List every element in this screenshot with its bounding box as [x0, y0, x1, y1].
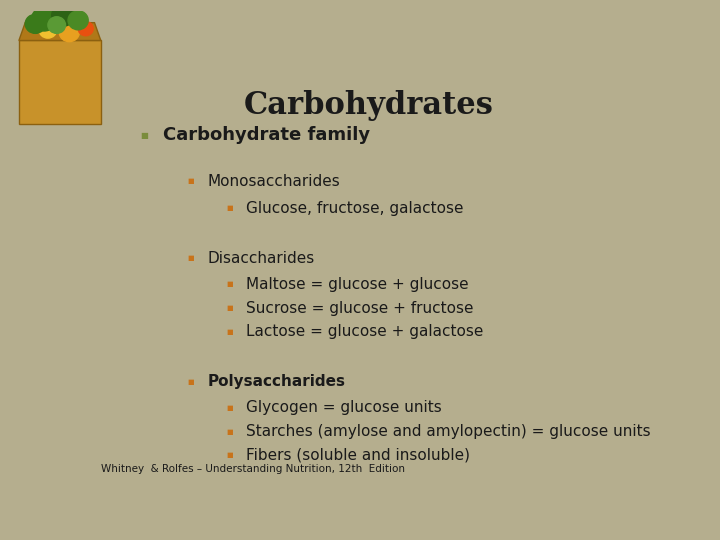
Text: ■: ■	[227, 281, 233, 287]
Text: Maltose = glucose + glucose: Maltose = glucose + glucose	[246, 277, 469, 292]
Text: Glycogen = glucose units: Glycogen = glucose units	[246, 400, 442, 415]
Text: ■: ■	[188, 255, 194, 261]
Text: ■: ■	[227, 452, 233, 458]
Circle shape	[59, 23, 79, 42]
Text: Disaccharides: Disaccharides	[207, 251, 315, 266]
Circle shape	[39, 22, 57, 38]
Text: ■: ■	[188, 178, 194, 184]
Text: Glucose, fructose, galactose: Glucose, fructose, galactose	[246, 201, 464, 216]
Text: Carbohydrate family: Carbohydrate family	[163, 126, 369, 145]
Circle shape	[78, 22, 94, 36]
Text: Lactose = glucose + galactose: Lactose = glucose + galactose	[246, 324, 484, 339]
FancyBboxPatch shape	[19, 40, 101, 124]
Text: ■: ■	[227, 429, 233, 435]
Text: Carbohydrates: Carbohydrates	[244, 90, 494, 121]
Text: ■: ■	[188, 379, 194, 384]
Circle shape	[32, 7, 57, 31]
Text: ■: ■	[227, 329, 233, 335]
Circle shape	[48, 17, 66, 33]
Circle shape	[68, 11, 88, 30]
Text: Whitney  & Rolfes – Understanding Nutrition, 12th  Edition: Whitney & Rolfes – Understanding Nutriti…	[101, 464, 405, 474]
Text: Sucrose = glucose + fructose: Sucrose = glucose + fructose	[246, 301, 474, 315]
Text: Monosaccharides: Monosaccharides	[207, 174, 340, 188]
Text: Fibers (soluble and insoluble): Fibers (soluble and insoluble)	[246, 447, 470, 462]
Circle shape	[25, 15, 45, 33]
Circle shape	[52, 5, 74, 26]
Text: Polysaccharides: Polysaccharides	[207, 374, 345, 389]
Text: ■: ■	[227, 205, 233, 211]
Text: Starches (amylose and amylopectin) = glucose units: Starches (amylose and amylopectin) = glu…	[246, 424, 651, 439]
Text: ■: ■	[140, 131, 148, 140]
Text: ■: ■	[227, 405, 233, 411]
Polygon shape	[19, 23, 101, 40]
Text: ■: ■	[227, 305, 233, 311]
